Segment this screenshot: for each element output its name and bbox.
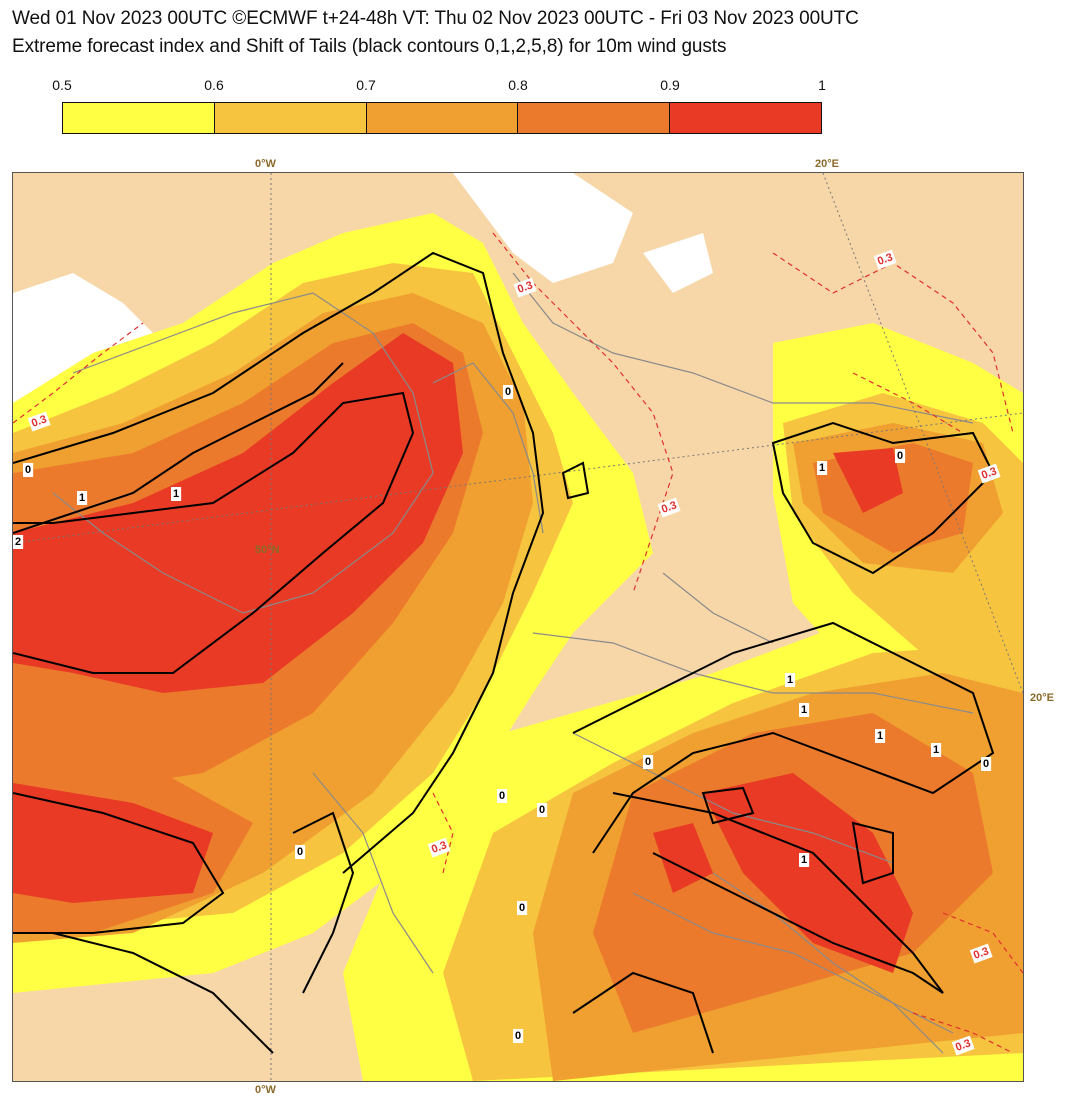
contour-label-background [981, 757, 992, 771]
contour-label-background [657, 497, 681, 518]
sot-contour-labels: 0 1 1 2 0 1 0 1 1 1 1 0 0 0 0 0 1 0 0 [13, 385, 992, 1043]
graticule-lines [13, 173, 1023, 1081]
efi-label: 0.3 [972, 945, 990, 962]
efi-label: 0.3 [516, 279, 534, 296]
contour-label-background [77, 491, 88, 505]
efi-label: 0.3 [954, 1037, 972, 1054]
sot-label: 1 [877, 730, 883, 742]
contour-label-background [13, 535, 24, 549]
chart-title-line-2: Extreme forecast index and Shift of Tail… [12, 36, 727, 57]
legend-swatch-3 [518, 103, 671, 133]
legend-swatch-4 [670, 103, 821, 133]
contour-label-background [799, 703, 810, 717]
legend-colorbar [62, 102, 822, 134]
contour-label-background [517, 901, 528, 915]
efi-label: 0.3 [876, 251, 894, 268]
sot-label: 0 [515, 1030, 521, 1042]
coastlines-and-borders [52, 272, 974, 1054]
legend-label-5: 1 [818, 77, 826, 93]
contour-label-background [817, 461, 828, 475]
sot-label: 0 [519, 902, 525, 914]
contour-label-background [23, 463, 34, 477]
sot-label: 1 [933, 744, 939, 756]
sot-label: 1 [801, 854, 807, 866]
chart-title-line-1: Wed 01 Nov 2023 00UTC ©ECMWF t+24-48h VT… [12, 8, 859, 29]
legend-swatch-0 [63, 103, 215, 133]
legend-label-1: 0.6 [204, 77, 224, 93]
legend-label-2: 0.7 [356, 77, 376, 93]
graticule-label-lat: 50°N [255, 544, 280, 556]
sot-label: 2 [15, 536, 21, 548]
sot-contours [13, 251, 995, 1054]
contour-label-background [931, 743, 942, 757]
graticule-label-top-left: 0°W [255, 158, 276, 170]
sot-label: 1 [801, 704, 807, 716]
efi-0.3-contours [13, 232, 1023, 1054]
contour-label-background [875, 729, 886, 743]
efi-map: 0 1 1 2 0 1 0 1 1 1 1 0 0 0 0 0 1 0 0 0.… [12, 172, 1024, 1082]
contour-label-background [537, 803, 548, 817]
contour-label-background [799, 853, 810, 867]
contour-label-background [497, 789, 508, 803]
contour-label-background [295, 845, 306, 859]
contour-label-background [977, 463, 1001, 484]
sot-label: 0 [25, 464, 31, 476]
sot-label: 0 [539, 804, 545, 816]
sot-label: 1 [79, 492, 85, 504]
contour-label-background [895, 449, 906, 463]
sot-label: 1 [819, 462, 825, 474]
contour-label-background [969, 943, 993, 964]
efi-label: 0.3 [660, 499, 678, 516]
contour-label-background [503, 385, 514, 399]
graticule-label-right: 20°E [1030, 692, 1054, 704]
sot-label: 0 [297, 846, 303, 858]
legend-swatch-1 [214, 103, 367, 133]
legend-label-3: 0.8 [508, 77, 528, 93]
sot-label: 0 [983, 758, 989, 770]
sot-label: 0 [645, 756, 651, 768]
legend-swatch-2 [366, 103, 519, 133]
contour-label-background [171, 487, 182, 501]
contour-label-background [427, 837, 451, 858]
contour-label-background [785, 673, 796, 687]
contour-label-background [513, 277, 537, 298]
efi-contour-labels: 0.3 0.3 0.3 0.3 0.3 0.3 0.3 0.3 [27, 249, 1001, 1056]
legend-label-0: 0.5 [52, 77, 72, 93]
sot-label: 1 [173, 488, 179, 500]
contour-label-background [873, 249, 897, 270]
graticule-label-bottom: 0°W [255, 1084, 276, 1096]
graticule-label-top-right: 20°E [815, 158, 839, 170]
sot-label: 1 [787, 674, 793, 686]
contour-label-background [27, 411, 51, 432]
contour-label-background [951, 1035, 975, 1056]
efi-band-0.9-1 [13, 333, 913, 973]
contour-label-background [643, 755, 654, 769]
efi-label: 0.3 [430, 839, 448, 856]
efi-label: 0.3 [980, 465, 998, 482]
sot-label: 0 [505, 386, 511, 398]
legend-label-4: 0.9 [660, 77, 680, 93]
sot-label: 0 [897, 450, 903, 462]
efi-label: 0.3 [30, 413, 48, 430]
contour-label-background [513, 1029, 524, 1043]
map-canvas: 0 1 1 2 0 1 0 1 1 1 1 0 0 0 0 0 1 0 0 0.… [13, 173, 1023, 1081]
sot-label: 0 [499, 790, 505, 802]
